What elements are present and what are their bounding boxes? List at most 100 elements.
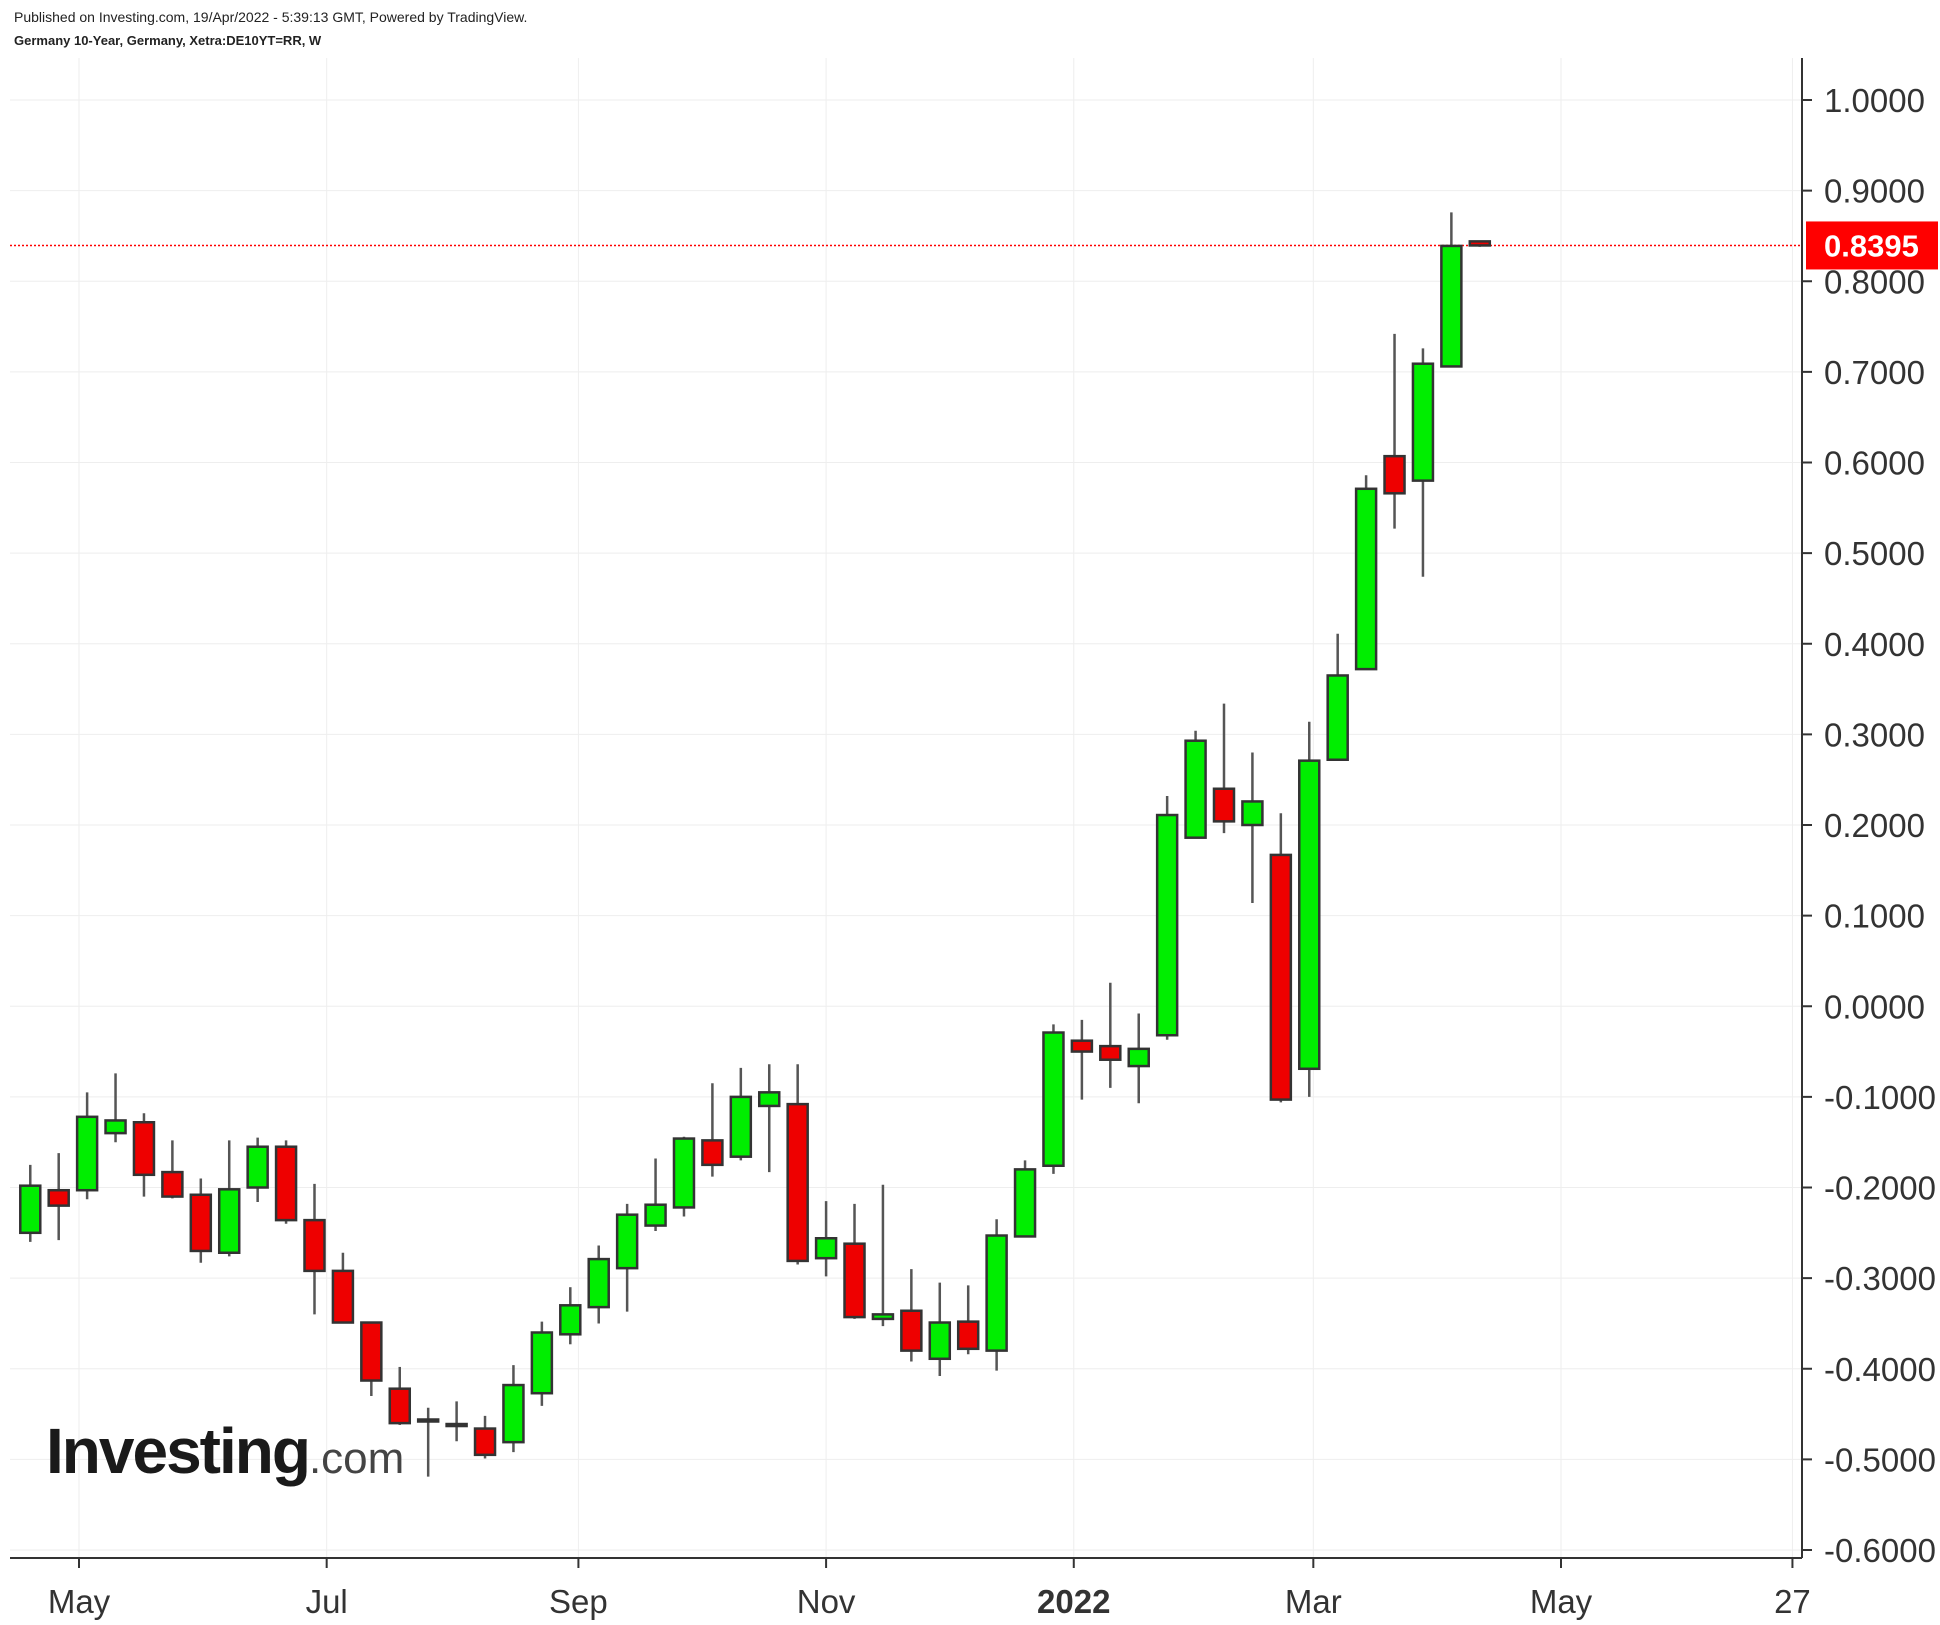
candle-body (1440, 244, 1463, 368)
candle-body (1468, 240, 1492, 247)
candle (1468, 240, 1492, 247)
candle (900, 1269, 923, 1362)
candle-body (644, 1203, 667, 1227)
candle (1212, 703, 1236, 834)
y-tick-label: 0.4000 (1824, 626, 1925, 663)
y-axis-ticks: 1.00000.90000.80000.70000.60000.50000.40… (1802, 82, 1936, 1569)
candle (161, 1140, 184, 1199)
candle-body (246, 1145, 269, 1189)
candle (189, 1178, 213, 1263)
y-tick-label: 0.6000 (1824, 445, 1925, 482)
candle (1013, 1160, 1037, 1238)
candle (1440, 212, 1463, 368)
x-tick-label: Sep (549, 1583, 608, 1620)
candle-body (75, 1115, 99, 1192)
y-tick-label: 1.0000 (1824, 82, 1925, 119)
x-tick-label: May (1530, 1583, 1593, 1620)
candle-body (530, 1331, 554, 1395)
candle-body (161, 1170, 184, 1198)
candle-body (217, 1188, 241, 1254)
candle-body (928, 1321, 952, 1361)
candle (956, 1285, 980, 1355)
candle (1127, 1013, 1150, 1104)
candle (672, 1136, 696, 1217)
candle (388, 1366, 412, 1425)
candle-body (701, 1139, 724, 1167)
candle-body (1013, 1168, 1037, 1238)
x-tick-label: 27 (1774, 1583, 1811, 1620)
candle (587, 1245, 610, 1324)
candle (360, 1321, 383, 1396)
last-price-box (1806, 221, 1938, 270)
candle-body (502, 1383, 525, 1444)
candle-body (1070, 1039, 1094, 1053)
candle (786, 1064, 809, 1265)
candle-body (1298, 759, 1321, 1071)
candle-body (1042, 1031, 1065, 1167)
y-tick-label: -0.6000 (1824, 1532, 1936, 1569)
last-price-label: 0.8395 (1824, 228, 1919, 263)
candle-body (1269, 853, 1293, 1101)
grid-lines (10, 58, 1802, 1558)
x-tick-label: 2022 (1037, 1583, 1110, 1620)
x-tick-label: Nov (797, 1583, 856, 1620)
candle-body (132, 1121, 156, 1177)
candle (246, 1137, 269, 1202)
candle (928, 1282, 952, 1376)
candle-body (416, 1418, 440, 1423)
publish-line: Published on Investing.com, 19/Apr/2022 … (14, 9, 527, 25)
y-tick-label: -0.2000 (1824, 1170, 1936, 1207)
candle (104, 1073, 127, 1143)
candle-body (871, 1313, 895, 1321)
y-tick-label: -0.5000 (1824, 1441, 1936, 1478)
candle-body (274, 1145, 298, 1222)
candle-body (1212, 787, 1236, 823)
candle-body (729, 1095, 753, 1158)
x-axis-ticks: May Jul Sep Nov 2022 Mar May 27 (48, 1558, 1811, 1620)
candle-body (559, 1304, 582, 1336)
candle-body (1099, 1044, 1122, 1061)
candle (331, 1252, 355, 1324)
candle (615, 1203, 639, 1312)
candle (985, 1219, 1008, 1371)
y-tick-label: 0.1000 (1824, 898, 1925, 935)
axis-corner-mask (1804, 1560, 1940, 1620)
candle (1241, 752, 1264, 903)
candle-body (1184, 739, 1207, 839)
axes (10, 58, 1940, 1620)
candle-body (1241, 800, 1264, 827)
y-tick-label: -0.1000 (1824, 1079, 1936, 1116)
candle (217, 1140, 241, 1257)
logo-suffix: .com (309, 1434, 404, 1483)
candle (1411, 348, 1435, 577)
candle-body (445, 1422, 468, 1428)
last-price-label-group: 0.8395 (1806, 221, 1938, 270)
candle-body (360, 1321, 383, 1382)
candle (473, 1415, 497, 1459)
candle (530, 1321, 554, 1406)
x-tick-label: Mar (1285, 1583, 1342, 1620)
candle (757, 1064, 781, 1173)
candle-body (956, 1320, 980, 1351)
y-tick-label: 0.2000 (1824, 807, 1925, 844)
candle (1326, 633, 1349, 761)
candle-body (47, 1188, 70, 1207)
candle-body (814, 1237, 838, 1260)
candle-body (843, 1242, 866, 1319)
candle (1042, 1024, 1065, 1174)
candle (559, 1287, 582, 1345)
y-tick-label: 0.7000 (1824, 354, 1925, 391)
y-tick-label: 0.5000 (1824, 535, 1925, 572)
candle (1269, 813, 1293, 1103)
candle-body (1326, 674, 1349, 761)
y-tick-label: 0.9000 (1824, 173, 1925, 210)
candle-body (1383, 454, 1406, 495)
candles (19, 212, 1492, 1477)
candle-body (1354, 487, 1378, 671)
y-tick-label: -0.4000 (1824, 1351, 1936, 1388)
candle-body (1411, 362, 1435, 482)
y-tick-label: 0.0000 (1824, 988, 1925, 1025)
candle (1155, 796, 1179, 1040)
candle (1099, 982, 1122, 1088)
candle (701, 1083, 724, 1177)
